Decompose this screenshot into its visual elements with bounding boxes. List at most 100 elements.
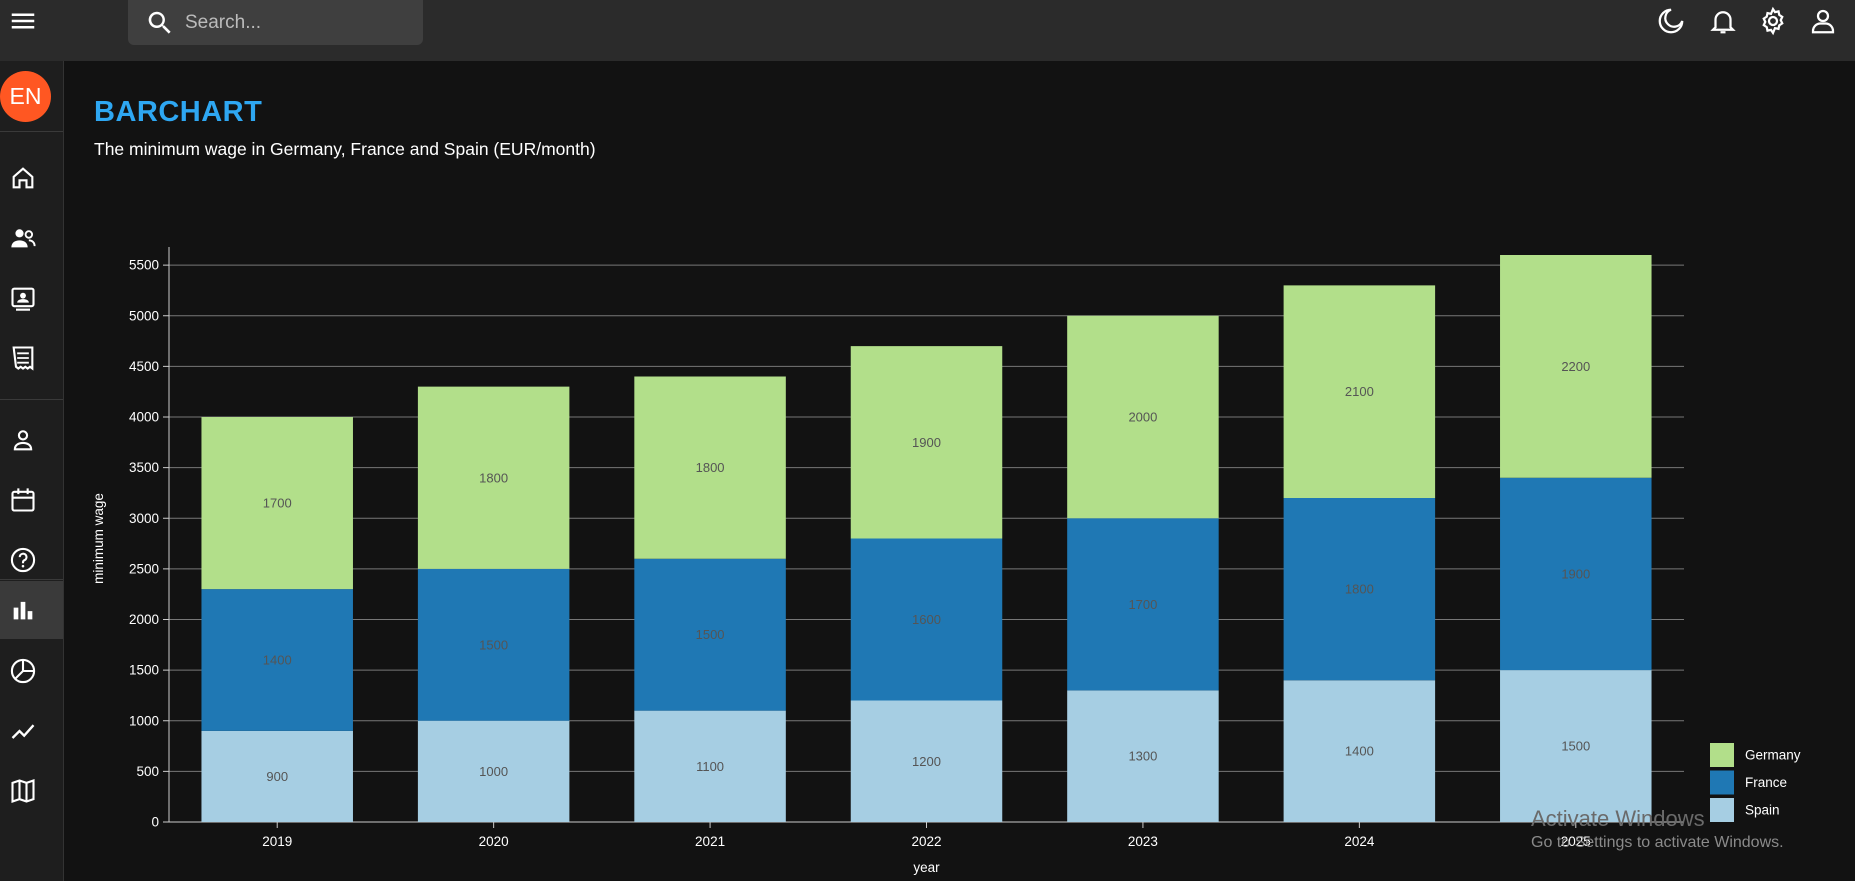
sidebar-item-geography[interactable] <box>0 762 63 820</box>
person-icon <box>13 430 33 451</box>
settings-icon[interactable] <box>1758 6 1788 36</box>
sidebar-item-bar-chart[interactable] <box>0 581 63 639</box>
x-tick-label: 2021 <box>695 834 725 849</box>
watermark-title: Activate Windows <box>1531 806 1705 831</box>
x-tick-label: 2019 <box>262 834 292 849</box>
bar-germany-2020 <box>417 386 570 569</box>
legend-swatch-france <box>1710 770 1734 795</box>
bar-germany-2021 <box>634 376 786 559</box>
sidebar-item-dashboard[interactable] <box>0 149 63 207</box>
menu-icon[interactable] <box>8 6 38 36</box>
home-icon <box>12 167 34 189</box>
legend-label-france: France <box>1745 775 1787 790</box>
bar-value-label: 1600 <box>912 612 941 627</box>
people-icon <box>11 229 36 248</box>
bar-value-label: 1400 <box>263 653 292 668</box>
search-icon <box>148 11 171 34</box>
x-tick-label: 2023 <box>1128 834 1158 849</box>
y-tick-label: 0 <box>151 815 159 830</box>
pie-chart-icon <box>10 658 36 684</box>
bar-value-label: 2000 <box>1128 410 1157 425</box>
bar-germany-2024 <box>1283 285 1436 498</box>
bar-france-2023 <box>1067 518 1219 691</box>
legend-swatch-germany <box>1710 743 1734 767</box>
x-tick-label: 2024 <box>1344 834 1375 849</box>
line-chart-icon <box>11 724 35 739</box>
bar-germany-2023 <box>1067 315 1219 519</box>
map-icon <box>11 779 35 803</box>
x-axis-label: year <box>913 860 940 875</box>
help-icon <box>10 547 36 573</box>
search-bar[interactable] <box>128 0 423 45</box>
bar-germany-2022 <box>850 346 1003 539</box>
bar-value-label: 1000 <box>479 764 508 779</box>
bar-spain-2020 <box>417 720 570 822</box>
bar-spain-2024 <box>1283 680 1436 822</box>
y-tick-label: 1500 <box>129 663 159 678</box>
stacked-bar-chart: 0 500 1000 1500 2000 2500 3000 3500 4000 4500 5000… <box>91 247 1801 875</box>
y-tick-label: 3000 <box>129 511 159 526</box>
account-icon[interactable] <box>1808 6 1838 36</box>
sidebar-item-contacts[interactable] <box>0 269 63 327</box>
y-tick-label: 500 <box>136 764 159 779</box>
sidebar-divider <box>0 131 63 132</box>
notifications-icon[interactable] <box>1708 6 1738 36</box>
x-tick-label: 2025 <box>1561 834 1591 849</box>
x-tick-label: 2022 <box>911 834 941 849</box>
sidebar-item-line-chart[interactable] <box>0 702 63 760</box>
bar-germany-2025 <box>1500 255 1652 478</box>
sidebar-divider <box>0 579 63 580</box>
dark-mode-icon[interactable] <box>1656 6 1686 36</box>
bar-value-label: 2100 <box>1345 384 1374 399</box>
sidebar-item-calendar[interactable] <box>0 471 63 529</box>
bar-value-label: 1200 <box>912 754 941 769</box>
bar-value-label: 1500 <box>696 627 725 642</box>
bar-france-2022 <box>850 538 1003 701</box>
windows-activation-watermark: Activate Windows Go to Settings to activ… <box>1531 805 1784 853</box>
receipt-icon <box>12 346 34 371</box>
sidebar-item-faq[interactable] <box>0 531 63 589</box>
calendar-icon <box>11 488 35 512</box>
page-subtitle: The minimum wage in Germany, France and … <box>94 139 596 159</box>
y-tick-label: 4500 <box>129 359 159 374</box>
bar-value-label: 1700 <box>1128 597 1157 612</box>
sidebar-item-pie-chart[interactable] <box>0 642 63 700</box>
bar-chart-icon <box>13 601 33 620</box>
bar-spain-2019 <box>201 730 353 822</box>
y-tick-label: 5500 <box>129 258 159 273</box>
sidebar-item-team[interactable] <box>0 209 63 267</box>
legend-label-germany: Germany <box>1745 748 1801 763</box>
sidebar-divider <box>0 399 63 400</box>
y-tick-label: 1000 <box>129 713 159 728</box>
bar-value-label: 900 <box>266 769 288 784</box>
bar-value-label: 1900 <box>912 435 941 450</box>
bar-value-label: 1300 <box>1128 749 1157 764</box>
watermark-subtitle: Go to Settings to activate Windows. <box>1531 833 1784 851</box>
legend-swatch-spain <box>1710 798 1734 822</box>
top-app-bar <box>0 0 1855 61</box>
search-input[interactable] <box>185 11 405 34</box>
x-tick-label: 2020 <box>479 834 509 849</box>
y-tick-label: 2500 <box>129 561 159 576</box>
sidebar: EN <box>0 61 64 881</box>
bar-spain-2021 <box>634 710 786 822</box>
y-tick-label: 3500 <box>129 460 159 475</box>
bar-value-label: 1700 <box>263 496 292 511</box>
bar-germany-2019 <box>201 417 353 590</box>
sidebar-item-invoices[interactable] <box>0 329 63 387</box>
bar-value-label: 1900 <box>1561 566 1590 581</box>
bar-value-label: 1500 <box>479 637 508 652</box>
y-tick-label: 4000 <box>129 410 159 425</box>
y-axis-label: minimum wage <box>91 493 106 584</box>
legend-label-spain: Spain <box>1745 803 1780 818</box>
contacts-icon <box>11 287 35 311</box>
bar-france-2019 <box>201 589 353 731</box>
y-tick-label: 5000 <box>129 308 159 323</box>
sidebar-item-profile[interactable] <box>0 411 63 469</box>
bar-value-label: 1800 <box>479 470 508 485</box>
bar-spain-2023 <box>1067 690 1219 822</box>
bar-france-2024 <box>1283 498 1436 681</box>
bar-value-label: 1100 <box>696 759 724 774</box>
language-avatar[interactable]: EN <box>0 71 51 122</box>
y-tick-label: 2000 <box>129 612 159 627</box>
